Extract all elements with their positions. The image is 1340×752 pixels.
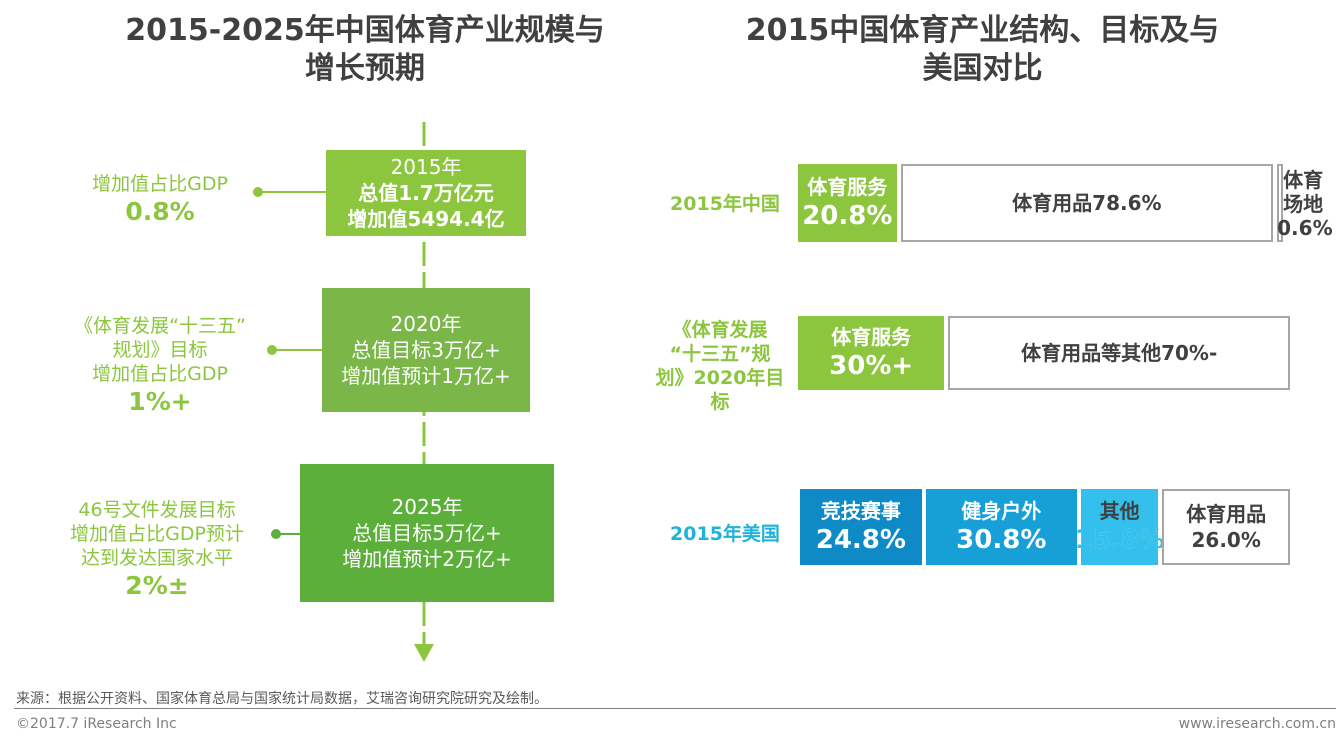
bar-segment: 体育 场地 0.6%	[1277, 164, 1333, 242]
side-note-line: 规划》目标	[112, 339, 208, 361]
segment-label: 体育用品等其他70%-	[1021, 341, 1218, 365]
segment-value: 15.8%	[1074, 525, 1165, 555]
timeline-box-2025: 2025年 总值目标5万亿+ 增加值预计2万亿+	[300, 464, 554, 602]
bar-segment: 其他 15.8%	[1075, 489, 1165, 565]
timeline-total: 总值目标3万亿+	[351, 338, 501, 362]
bar-segment: 竞技赛事 24.8%	[800, 489, 922, 565]
right-title-line1: 2015中国体育产业结构、目标及与	[745, 13, 1220, 48]
left-title-line2: 增长预期	[305, 51, 425, 86]
website-link[interactable]: www.iresearch.com.cn	[1178, 716, 1336, 732]
timeline-year: 2020年	[390, 312, 462, 336]
left-title: 2015-2025年中国体育产业规模与 增长预期	[60, 12, 670, 88]
source-note: 来源：根据公开资料、国家体育总局与国家统计局数据，艾瑞咨询研究院研究及绘制。	[16, 691, 548, 707]
bar-segment: 体育用品78.6%	[900, 164, 1274, 242]
bar-segment: 体育服务 30%+	[798, 316, 945, 390]
timeline-box-2020: 2020年 总值目标3万亿+ 增加值预计1万亿+	[322, 288, 530, 412]
timeline-box-2015: 2015年 总值1.7万亿元 增加值5494.4亿	[326, 150, 526, 236]
segment-value: 26.0%	[1191, 528, 1261, 552]
row-label: 2015年中国	[655, 192, 795, 216]
timeline-year: 2015年	[390, 155, 462, 179]
timeline-total: 总值1.7万亿元	[358, 181, 494, 205]
segment-label: 体育 场地 0.6%	[1277, 168, 1333, 240]
timeline-added: 增加值预计1万亿+	[341, 364, 511, 388]
side-note-2015: 增加值占比GDP 0.8%	[70, 172, 250, 228]
side-note-line: 增加值占比GDP	[92, 363, 228, 385]
timeline-added: 增加值预计2万亿+	[342, 547, 512, 571]
segment-value: 24.8%	[815, 525, 906, 555]
bar-segment: 体育服务 20.8%	[798, 164, 897, 242]
timeline-added: 增加值5494.4亿	[347, 207, 505, 231]
side-note-line: 46号文件发展目标	[78, 499, 236, 521]
segment-name: 其他	[1099, 499, 1140, 523]
right-title: 2015中国体育产业结构、目标及与 美国对比	[690, 12, 1275, 88]
bar-segment: 体育用品 26.0%	[1162, 489, 1290, 565]
segment-name: 健身户外	[961, 499, 1042, 523]
side-note-line: 增加值占比GDP	[92, 173, 228, 195]
side-note-line: 达到发达国家水平	[80, 547, 233, 569]
side-note-value: 2%±	[125, 571, 189, 600]
segment-name: 体育服务	[831, 325, 912, 349]
segment-name: 体育用品	[1186, 502, 1267, 526]
connector-dot-2020	[267, 345, 277, 355]
timeline-year: 2025年	[391, 495, 463, 519]
segment-name: 竞技赛事	[820, 499, 901, 523]
timeline-total: 总值目标5万亿+	[352, 521, 502, 545]
row-label-line: 标	[710, 391, 730, 413]
connector-dot-2025	[271, 529, 281, 539]
right-title-line2: 美国对比	[922, 51, 1043, 86]
segment-value: 30.8%	[956, 525, 1047, 555]
row-label-line: “十三五”规	[669, 343, 771, 365]
row-label-line: 《体育发展	[672, 319, 768, 341]
side-note-line: 《体育发展“十三五”	[74, 315, 246, 337]
segment-value: 20.8%	[802, 201, 893, 231]
side-note-value: 1%+	[128, 387, 192, 416]
connector-dot-2015	[253, 187, 263, 197]
side-note-value: 0.8%	[125, 197, 195, 226]
row-label: 《体育发展 “十三五”规 划》2020年目标	[640, 318, 800, 414]
side-note-line: 增加值占比GDP预计	[70, 523, 244, 545]
side-note-2020: 《体育发展“十三五” 规划》目标 增加值占比GDP 1%+	[52, 314, 268, 418]
left-title-line1: 2015-2025年中国体育产业规模与	[125, 13, 605, 48]
row-label-line: 2015年美国	[670, 523, 780, 545]
bar-segment: 体育用品等其他70%-	[948, 316, 1290, 390]
segment-label: 体育用品78.6%	[1012, 191, 1162, 215]
row-label-line: 2015年中国	[670, 193, 780, 215]
timeline-arrow-head	[414, 644, 434, 662]
copyright: ©2017.7 iResearch Inc	[16, 716, 177, 732]
segment-value: 30%+	[829, 351, 914, 381]
footer-divider	[14, 708, 1336, 709]
segment-name: 体育服务	[807, 175, 888, 199]
row-label-line: 划》2020年目	[655, 367, 785, 389]
row-label: 2015年美国	[655, 522, 795, 546]
side-note-2025: 46号文件发展目标 增加值占比GDP预计 达到发达国家水平 2%±	[42, 498, 272, 602]
bar-segment: 健身户外 30.8%	[925, 489, 1077, 565]
